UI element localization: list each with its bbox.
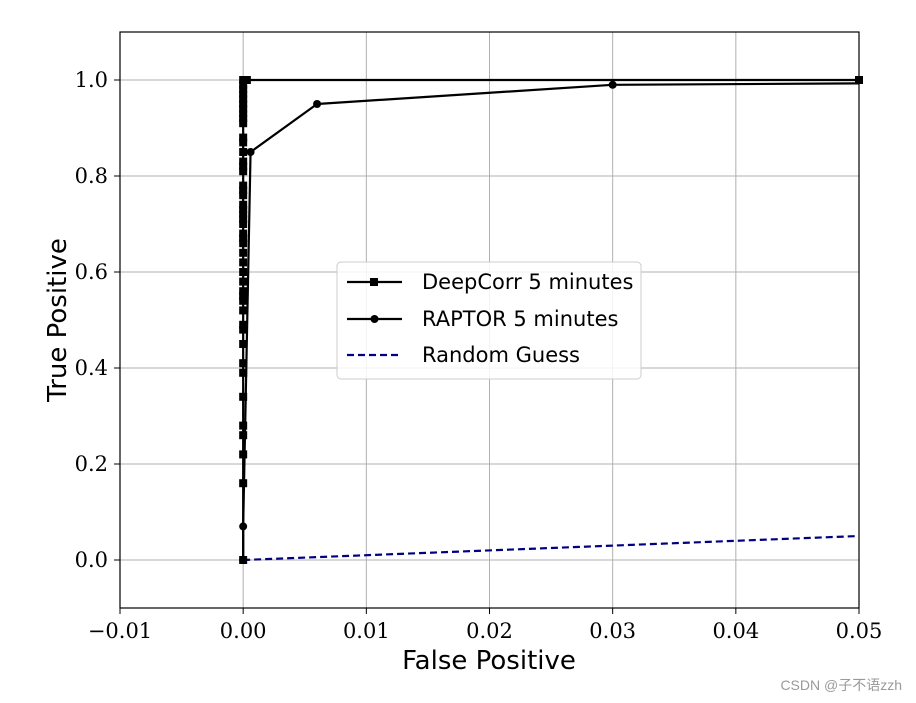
series-layer	[239, 76, 863, 564]
data-point-deepcorr-5-minutes	[239, 100, 248, 108]
y-tick-label: 1.0	[75, 68, 108, 92]
data-point-deepcorr-5-minutes	[239, 85, 248, 94]
data-point-deepcorr-5-minutes	[239, 277, 248, 286]
data-point-deepcorr-5-minutes	[239, 210, 248, 219]
data-point-deepcorr-5-minutes	[239, 340, 248, 348]
data-point-deepcorr-5-minutes	[239, 368, 248, 377]
data-point-deepcorr-5-minutes	[239, 167, 248, 176]
data-point-deepcorr-5-minutes	[239, 205, 248, 214]
data-point-deepcorr-5-minutes	[239, 186, 248, 195]
data-point-deepcorr-5-minutes	[239, 268, 248, 276]
data-point-deepcorr-5-minutes	[239, 138, 248, 147]
data-point-deepcorr-5-minutes	[239, 114, 248, 123]
data-point-deepcorr-5-minutes	[239, 109, 248, 118]
series-deepcorr-5-minutes	[239, 76, 863, 564]
y-tick-label: 0.2	[75, 452, 108, 476]
data-point-deepcorr-5-minutes	[239, 287, 248, 296]
data-point-deepcorr-5-minutes	[239, 220, 248, 228]
data-point-deepcorr-5-minutes	[239, 421, 248, 430]
y-tick-label: 0.4	[75, 356, 108, 380]
series-line-random-guess	[243, 534, 860, 562]
data-point-deepcorr-5-minutes	[239, 258, 248, 267]
data-point-deepcorr-5-minutes	[239, 239, 248, 248]
data-point-deepcorr-5-minutes	[239, 95, 248, 104]
data-point-deepcorr-5-minutes	[239, 320, 248, 329]
data-point-deepcorr-5-minutes	[239, 191, 248, 200]
x-tick-label: 0.01	[343, 619, 390, 643]
legend-label-raptor: RAPTOR 5 minutes	[422, 307, 618, 331]
y-tick-label: 0.6	[75, 260, 108, 284]
legend-box	[336, 261, 642, 380]
data-point-deepcorr-5-minutes	[239, 392, 248, 401]
legend-marker-deepcorr	[370, 278, 378, 286]
watermark-text: CSDN @子不语zzh	[780, 677, 902, 693]
x-tick-label: 0.03	[589, 619, 636, 643]
y-axis-title: True Positive	[43, 238, 73, 403]
data-point-raptor-5-minutes	[313, 100, 322, 108]
x-tick-label: 0.04	[712, 619, 759, 643]
legend: DeepCorr 5 minutes RAPTOR 5 minutes Rand…	[336, 261, 642, 380]
data-point-deepcorr-5-minutes	[239, 162, 248, 171]
data-point-raptor-5-minutes	[246, 148, 255, 156]
data-point-deepcorr-5-minutes	[239, 90, 248, 99]
data-point-deepcorr-5-minutes	[239, 181, 248, 190]
data-point-deepcorr-5-minutes	[239, 359, 248, 368]
data-point-deepcorr-5-minutes	[239, 234, 248, 243]
axis-ticks: −0.01 0.00 0.01 0.02 0.03 0.04 0.05 0.0 0.2 0.4 0.…	[75, 68, 883, 643]
x-tick-label: 0.05	[836, 619, 883, 643]
data-point-deepcorr-5-minutes	[239, 431, 248, 440]
data-point-deepcorr-5-minutes	[239, 306, 248, 315]
data-point-deepcorr-5-minutes	[239, 479, 248, 488]
data-point-deepcorr-5-minutes	[239, 133, 248, 142]
data-point-deepcorr-5-minutes	[239, 292, 248, 300]
x-tick-label: 0.00	[220, 619, 267, 643]
legend-label-deepcorr: DeepCorr 5 minutes	[422, 270, 633, 294]
y-tick-label: 0.0	[75, 548, 108, 572]
data-point-deepcorr-5-minutes	[239, 248, 248, 257]
data-point-deepcorr-5-minutes	[239, 200, 248, 209]
y-tick-label: 0.8	[75, 164, 108, 188]
data-point-deepcorr-5-minutes	[239, 215, 248, 224]
x-tick-label: −0.01	[88, 619, 152, 643]
data-point-raptor-5-minutes	[608, 80, 617, 89]
data-point-deepcorr-5-minutes	[239, 229, 248, 238]
x-tick-label: 0.02	[466, 619, 513, 643]
data-point-deepcorr-5-minutes	[239, 119, 248, 128]
data-point-deepcorr-5-minutes	[242, 76, 251, 84]
x-axis-title: False Positive	[402, 646, 576, 676]
data-point-deepcorr-5-minutes	[239, 104, 248, 113]
data-point-deepcorr-5-minutes	[239, 80, 248, 89]
series-random-guess	[243, 534, 860, 562]
legend-label-random-guess: Random Guess	[422, 343, 580, 367]
data-point-deepcorr-5-minutes	[239, 148, 248, 156]
data-point-deepcorr-5-minutes	[239, 325, 248, 334]
data-point-deepcorr-5-minutes	[239, 450, 248, 459]
data-point-deepcorr-5-minutes	[239, 157, 248, 166]
data-point-deepcorr-5-minutes	[239, 556, 248, 564]
legend-marker-raptor	[370, 315, 379, 323]
data-point-deepcorr-5-minutes	[239, 296, 248, 305]
